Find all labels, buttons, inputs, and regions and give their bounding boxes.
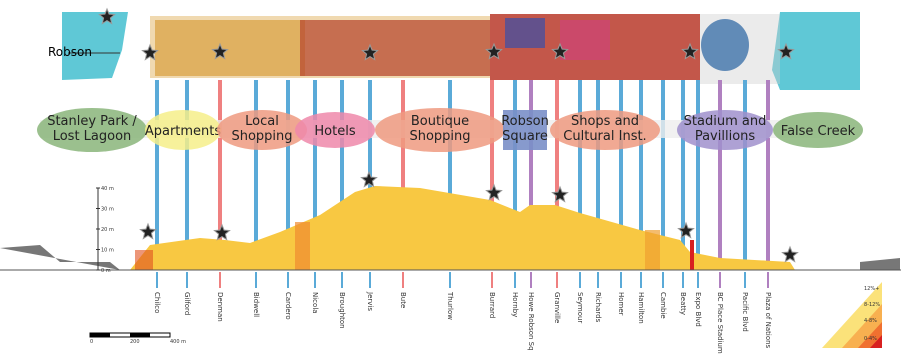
- scale-bar: [130, 333, 150, 337]
- legend-label: 0-4%: [864, 336, 877, 342]
- street-label: Gilford: [183, 292, 191, 315]
- street-label: Howe Robson Sq: [527, 292, 535, 351]
- scale-label: 200: [130, 339, 140, 345]
- zone-shape: [37, 108, 147, 152]
- zone-label: Boutique Shopping: [409, 114, 470, 144]
- slope-band: [690, 240, 694, 270]
- zone-shape: [677, 110, 773, 150]
- street-label: Broughton: [338, 292, 346, 329]
- zone-label: Stadium and Pavillions: [684, 114, 767, 144]
- zone-label-line: Shopping: [231, 129, 292, 144]
- zone-label: Apartments: [145, 124, 222, 139]
- zone-label-line: Boutique: [411, 114, 469, 129]
- zone-label: Hotels: [314, 124, 355, 139]
- slope-band: [645, 230, 660, 270]
- street-label: Seymour: [576, 292, 584, 323]
- map-label: Robson: [48, 45, 92, 59]
- star: [360, 170, 378, 188]
- slope-band: [135, 250, 153, 270]
- scale-bar: [90, 333, 110, 337]
- star: [677, 221, 695, 239]
- zone-shape: [773, 112, 863, 148]
- zone-label-line: Local: [245, 114, 279, 129]
- street-label: Chilco: [153, 292, 161, 313]
- star: [141, 43, 159, 61]
- zone-shape: [145, 110, 221, 150]
- star: [777, 42, 795, 60]
- street-label: Bute: [399, 292, 407, 308]
- street-label: Cardero: [284, 292, 292, 320]
- zone-label-line: Square: [502, 129, 548, 144]
- zone-label: False Creek: [781, 124, 856, 139]
- axis-label: 20 m: [101, 227, 114, 233]
- star: [551, 42, 569, 60]
- star: [485, 183, 503, 201]
- street-label: Thurlow: [446, 291, 454, 320]
- street-label: Hamilton: [637, 292, 645, 324]
- zone-label-line: Stanley Park /: [47, 114, 137, 129]
- star: [485, 42, 503, 60]
- street-label: Burrard: [488, 292, 496, 318]
- legend-wedge: [870, 335, 882, 348]
- axis-label: 10 m: [101, 248, 114, 254]
- zone-label-line: Pavillions: [695, 129, 756, 144]
- star: [681, 42, 699, 60]
- zone-label-line: Shopping: [409, 129, 470, 144]
- street-label: Hornby: [511, 292, 519, 317]
- terrain: [0, 245, 120, 270]
- street-label: Granville: [553, 292, 561, 323]
- street-label: Plaza of Nations: [764, 292, 772, 349]
- axis-label: 40 m: [101, 186, 114, 192]
- zone-shape: [217, 110, 307, 150]
- legend-label: 8-12%: [864, 302, 880, 308]
- zone-shape: [550, 110, 660, 150]
- elevation-profile: [130, 186, 795, 270]
- zone-shape: [375, 108, 505, 152]
- legend-label: 4-8%: [864, 318, 877, 324]
- star: [211, 42, 229, 60]
- zone-shape: [503, 110, 547, 150]
- map-strip: [62, 12, 860, 90]
- street-label: Pacific Blvd: [741, 292, 749, 332]
- star: [213, 223, 231, 241]
- street-label: Nicola: [311, 292, 319, 314]
- axis-label: 30 m: [101, 207, 114, 213]
- zone-label-line: Lost Lagoon: [53, 129, 132, 144]
- zone-label-line: Stadium and: [684, 114, 767, 129]
- zone-label-line: Shops and: [571, 114, 639, 129]
- street-label: Beatty: [679, 292, 687, 315]
- zone-label-line: Cultural Inst.: [563, 129, 646, 144]
- star: [361, 43, 379, 61]
- street-label: BC Place Stadium: [716, 292, 724, 354]
- street-label: Denman: [216, 292, 224, 322]
- star: [98, 7, 116, 25]
- zone-label: Robson Square: [501, 114, 549, 144]
- terrain: [860, 258, 900, 270]
- street-label: Jervis: [366, 291, 374, 311]
- zone-label-line: Robson: [501, 114, 549, 129]
- zone-label: Stanley Park / Lost Lagoon: [47, 114, 137, 144]
- zone-shape: [295, 112, 375, 148]
- street-label: Bidwell: [252, 292, 260, 317]
- star: [139, 222, 157, 240]
- legend-label: 12%+: [864, 286, 879, 292]
- zone-label: Shops and Cultural Inst.: [563, 114, 646, 144]
- axis-label: 0 m: [101, 268, 111, 274]
- street-label: Homer: [617, 292, 625, 316]
- zone-label: Local Shopping: [231, 114, 292, 144]
- slope-band: [295, 222, 310, 270]
- street-label: Expo Blvd: [694, 292, 702, 327]
- scale-label: 0: [90, 339, 93, 345]
- scale-label: 400 m: [170, 339, 186, 345]
- street-label: Richards: [594, 292, 602, 323]
- street-label: Cambie: [659, 292, 667, 319]
- star: [781, 245, 799, 263]
- star: [551, 185, 569, 203]
